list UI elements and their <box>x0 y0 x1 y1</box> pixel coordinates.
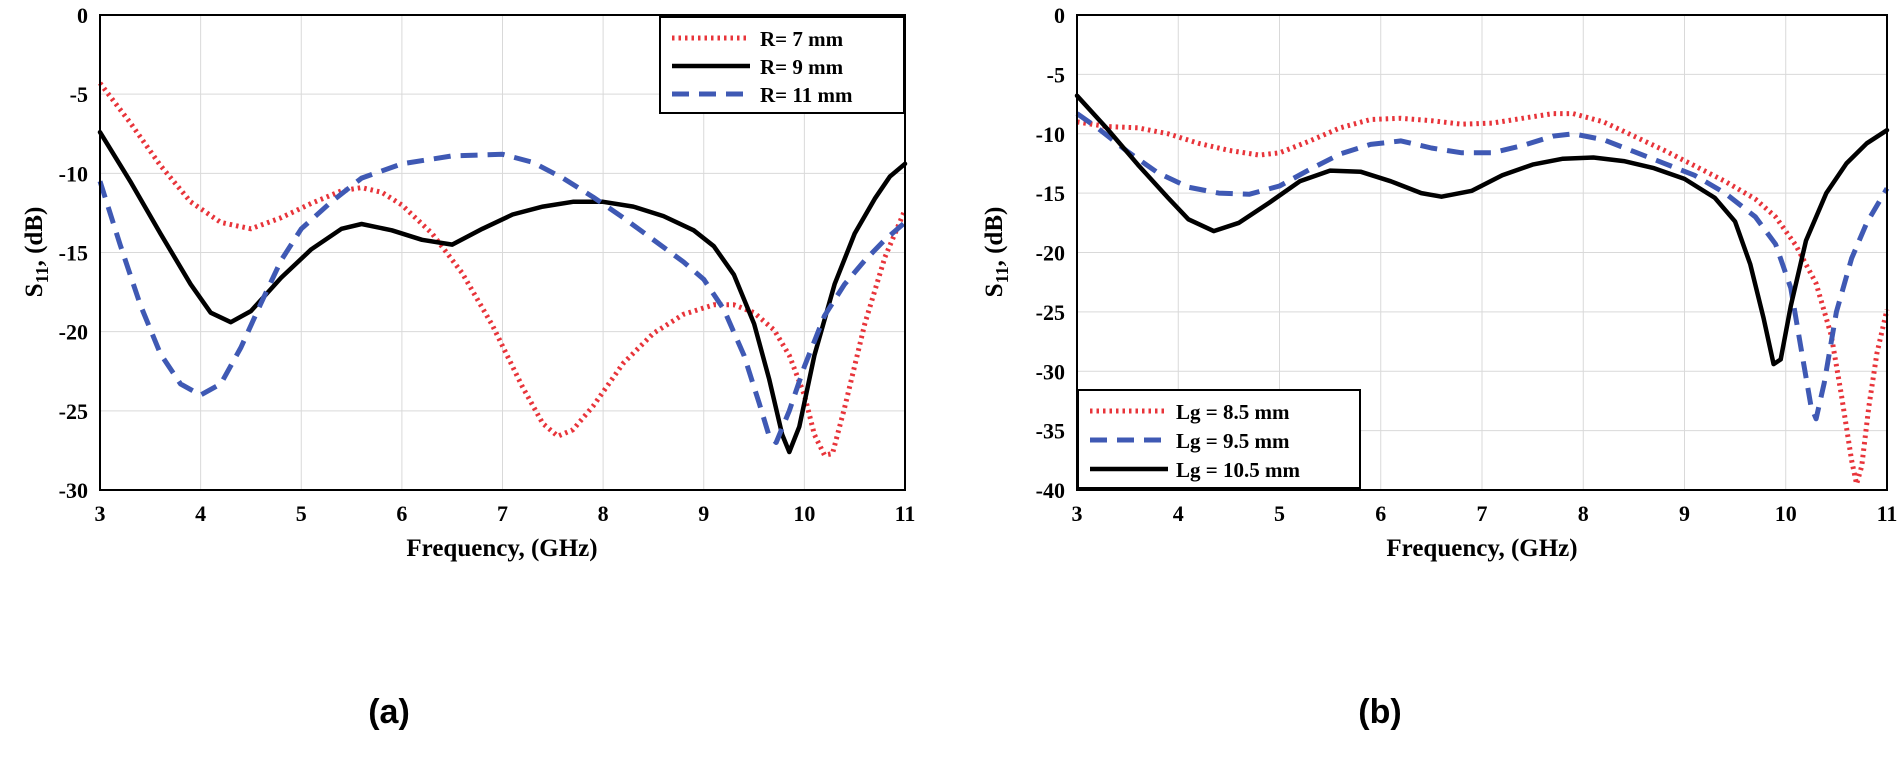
chart-b-legend: Lg = 8.5 mm Lg = 9.5 mm Lg = 10.5 mm <box>1077 389 1361 489</box>
x-tick-label: 11 <box>895 501 916 526</box>
y-tick-label: -10 <box>59 161 88 186</box>
series-line-b-1 <box>1075 111 1890 422</box>
y-tick-label: -20 <box>59 320 88 345</box>
chart-b-legend-label-lg105: Lg = 10.5 mm <box>1176 458 1300 482</box>
chart-b-frame <box>1076 14 1888 491</box>
y-tick-label: 0 <box>1054 3 1065 28</box>
y-tick-label: -15 <box>59 241 88 266</box>
x-tick-label: 9 <box>698 501 709 526</box>
series-line-a-1 <box>97 129 908 455</box>
x-tick-label: 10 <box>793 501 815 526</box>
series-line-a-2 <box>97 151 907 445</box>
chart-b-xlabel: Frequency, (GHz) <box>1386 535 1577 562</box>
series-line-b-0 <box>1076 111 1890 487</box>
y-tick-label: -30 <box>59 478 88 503</box>
x-tick-label: 4 <box>195 501 206 526</box>
y-tick-label: 0 <box>77 3 88 28</box>
x-tick-label: 9 <box>1679 501 1690 526</box>
chart-a-legend-label-r7: R= 7 mm <box>760 27 844 51</box>
x-tick-label: 7 <box>1477 501 1488 526</box>
x-tick-label: 6 <box>396 501 407 526</box>
chart-b-ylabel: S11, (dB) <box>981 207 1012 298</box>
x-tick-label: 8 <box>598 501 609 526</box>
x-tick-label: 5 <box>296 501 307 526</box>
x-tick-label: 8 <box>1578 501 1589 526</box>
chart-b-legend-label-lg95: Lg = 9.5 mm <box>1176 429 1290 453</box>
chart-b-legend-label-lg85: Lg = 8.5 mm <box>1176 400 1290 424</box>
y-tick-label: -10 <box>1036 122 1065 147</box>
chart-a-xlabel: Frequency, (GHz) <box>406 535 597 562</box>
chart-a-series-lines <box>97 81 908 458</box>
chart-a-ylabel: S11, (dB) <box>21 207 52 298</box>
chart-a-tick-labels: 3 4 5 6 7 8 9 10 11 0 -5 -10 -15 -20 -25 -30 <box>59 3 916 526</box>
chart-a-legend-label-r9: R= 9 mm <box>760 55 844 79</box>
y-tick-label: -20 <box>1036 241 1065 266</box>
x-tick-label: 3 <box>1072 501 1083 526</box>
x-tick-label: 6 <box>1375 501 1386 526</box>
chart-b-panel-label: (b) <box>1358 693 1401 731</box>
y-tick-label: -25 <box>1036 300 1065 325</box>
chart-a: 3 4 5 6 7 8 9 10 11 0 -5 -10 -15 -20 -25 -30 Frequency,… <box>21 3 915 731</box>
x-tick-label: 3 <box>95 501 106 526</box>
series-line-a-0 <box>98 81 908 458</box>
chart-b-series-lines <box>1074 93 1890 487</box>
x-tick-label: 10 <box>1775 501 1797 526</box>
chart-b-tick-labels: 3 4 5 6 7 8 9 10 11 0 -5 -10 -15 -20 -25 -30 -35 -40 <box>1036 3 1898 526</box>
chart-a-legend: R= 7 mm R= 9 mm R= 11 mm <box>659 16 905 114</box>
x-tick-label: 4 <box>1173 501 1184 526</box>
x-tick-label: 7 <box>497 501 508 526</box>
y-tick-label: -35 <box>1036 419 1065 444</box>
y-tick-label: -5 <box>70 82 88 107</box>
x-tick-label: 11 <box>1877 501 1898 526</box>
chart-a-legend-label-r11: R= 11 mm <box>760 83 853 107</box>
chart-b: 3 4 5 6 7 8 9 10 11 0 -5 -10 -15 -20 -25 -30 -35 -40 Freq… <box>981 3 1897 731</box>
series-line-b-2 <box>1074 93 1890 367</box>
chart-a-panel-label: (a) <box>368 693 410 731</box>
y-tick-label: -15 <box>1036 181 1065 206</box>
y-tick-label: -5 <box>1047 62 1065 87</box>
y-tick-label: -25 <box>59 399 88 424</box>
x-tick-label: 5 <box>1274 501 1285 526</box>
chart-a-frame <box>99 14 906 491</box>
y-tick-label: -30 <box>1036 359 1065 384</box>
y-tick-label: -40 <box>1036 478 1065 503</box>
